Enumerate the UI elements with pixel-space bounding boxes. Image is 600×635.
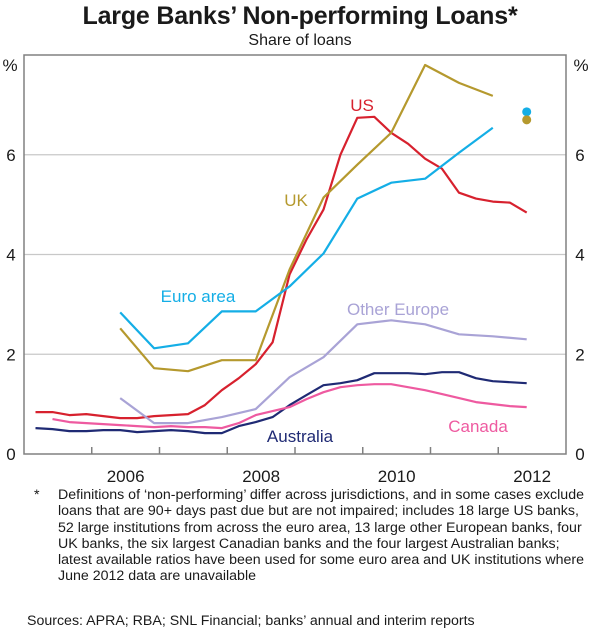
series-label-euro-area: Euro area — [161, 287, 236, 306]
series-labels: US UK Euro area Other Europe Australia Canada — [161, 96, 509, 446]
series-label-other-europe: Other Europe — [347, 300, 449, 319]
series-label-canada: Canada — [448, 417, 508, 436]
footnote-marker: * — [34, 487, 40, 503]
y-axis-unit-right: % — [573, 56, 588, 75]
y-tick-label-left: 2 — [6, 345, 15, 364]
points-layer — [522, 107, 532, 125]
gridlines — [24, 154, 566, 355]
series-label-uk: UK — [284, 191, 308, 210]
footnote: * Definitions of ‘non-performing’ differ… — [34, 487, 594, 585]
x-tick-label: 2008 — [242, 467, 280, 486]
y-axis-left: 0 2 4 6% — [2, 56, 17, 464]
footnote-text: Definitions of ‘non-performing’ differ a… — [58, 487, 585, 585]
series-line-us — [35, 115, 528, 420]
series-label-us: US — [350, 96, 374, 115]
point-euro-area — [522, 107, 532, 117]
x-tick-label: 2010 — [378, 467, 416, 486]
y-tick-label-left: 0 — [6, 445, 15, 464]
x-axis-labels: 2006 2008 2010 2012 — [107, 467, 551, 486]
y-tick-label-left: 6 — [6, 146, 15, 165]
x-axis-ticks — [91, 447, 499, 454]
series-line-australia — [35, 371, 527, 435]
x-tick-label: 2012 — [513, 467, 551, 486]
y-tick-label-right: 0 — [575, 445, 584, 464]
y-tick-label-right: 2 — [575, 345, 584, 364]
y-tick-label-left: 4 — [6, 246, 15, 265]
series-line-other-europe — [119, 319, 527, 425]
series-label-australia: Australia — [267, 427, 334, 446]
point-uk — [522, 115, 532, 125]
sources-note: Sources: APRA; RBA; SNL Financial; banks… — [27, 613, 475, 629]
y-axis-right: 0 2 4 6% — [573, 56, 588, 464]
series-line-uk — [119, 63, 494, 373]
y-tick-label-right: 6 — [575, 146, 584, 165]
series-layer — [35, 63, 528, 435]
series-line-canada — [52, 383, 527, 430]
x-tick-label: 2006 — [107, 467, 145, 486]
chart-title: Large Banks’ Non-performing Loans* — [82, 2, 518, 30]
series-line-euro-area — [119, 126, 494, 350]
chart-subtitle: Share of loans — [248, 32, 352, 49]
y-axis-unit-left: % — [2, 56, 17, 75]
y-tick-label-right: 4 — [575, 246, 584, 265]
